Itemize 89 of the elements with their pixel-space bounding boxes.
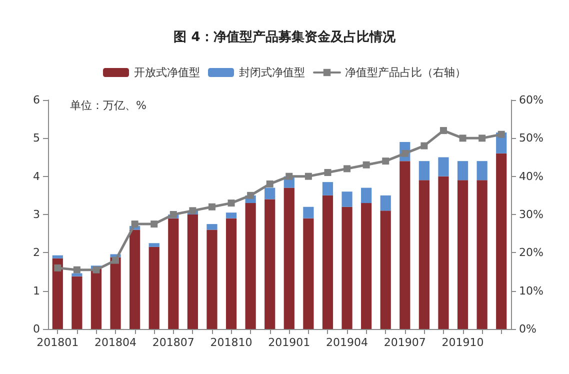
bar	[90, 268, 102, 329]
bar	[52, 255, 63, 258]
y2-tick-label: 60%	[519, 94, 544, 106]
bar	[245, 203, 256, 329]
point	[73, 266, 80, 274]
y2-tick-label: 30%	[519, 208, 544, 221]
bar	[303, 218, 314, 329]
point	[459, 134, 466, 142]
y2-tick-label: 40%	[519, 170, 544, 183]
x-tick-label: 201807	[152, 336, 194, 349]
point	[189, 207, 196, 214]
bar	[361, 188, 372, 204]
bar	[72, 273, 82, 276]
bar	[322, 182, 334, 196]
point	[382, 158, 390, 165]
bar	[476, 180, 488, 329]
y2-tick-label: 0%	[519, 322, 536, 336]
y-tick-label: 0	[33, 322, 40, 336]
point	[208, 203, 216, 210]
bar	[438, 157, 449, 176]
bar	[226, 212, 237, 218]
legend-label: 开放式净值型	[134, 66, 200, 79]
bar	[52, 258, 63, 329]
y2-tick-label: 50%	[519, 132, 544, 145]
y2-tick-label: 20%	[519, 246, 544, 260]
legend-label: 净值型产品占比（右轴）	[345, 66, 466, 79]
point	[440, 127, 447, 134]
y-tick-label: 4	[33, 170, 40, 183]
chart-title: 图 4：净值型产品募集资金及占比情况	[174, 29, 396, 45]
bar	[110, 257, 121, 329]
x-tick-label: 201910	[442, 336, 484, 349]
bar	[418, 161, 430, 180]
bar	[457, 180, 468, 329]
bar	[476, 161, 488, 180]
bar	[303, 206, 314, 218]
x-tick-label: 201904	[326, 336, 368, 349]
y-tick-label: 1	[33, 284, 40, 298]
bar	[206, 230, 218, 329]
bar	[457, 161, 468, 180]
x-tick-label: 201804	[94, 336, 137, 349]
point	[344, 165, 351, 172]
y-tick-label: 5	[33, 132, 40, 145]
bar	[361, 203, 372, 329]
bar	[438, 176, 449, 329]
bar	[380, 210, 391, 329]
point	[92, 266, 100, 274]
x-tick-label: 201801	[36, 336, 79, 349]
bar	[264, 188, 276, 200]
point	[324, 169, 332, 176]
x-tick-label: 201907	[384, 336, 426, 349]
bar	[322, 195, 334, 329]
point	[228, 200, 235, 207]
annotation: 单位：万亿、%	[70, 99, 146, 112]
legend-label: 封闭式净值型	[239, 66, 305, 79]
point	[266, 180, 274, 188]
point	[247, 192, 254, 199]
x-tick-label: 201901	[268, 336, 310, 349]
bar	[418, 180, 430, 329]
y2-tick-label: 10%	[519, 284, 544, 298]
point	[150, 220, 158, 228]
x-tick-label: 201810	[210, 336, 252, 349]
bar	[130, 230, 140, 329]
bar	[342, 192, 352, 207]
point	[420, 142, 428, 150]
y-tick-label: 2	[33, 246, 40, 260]
point	[304, 172, 312, 180]
bar	[284, 188, 294, 329]
bar	[400, 161, 410, 329]
bar	[148, 246, 160, 329]
point	[131, 220, 138, 228]
bar	[496, 153, 507, 329]
point	[54, 264, 62, 272]
point	[478, 134, 486, 142]
bar	[206, 224, 218, 230]
bar	[148, 243, 160, 247]
bar	[380, 195, 391, 211]
point	[286, 172, 293, 180]
y-tick-label: 6	[33, 94, 40, 106]
bar	[226, 218, 237, 329]
point	[170, 211, 177, 218]
bar	[342, 206, 352, 329]
point	[498, 130, 505, 138]
point	[112, 256, 120, 264]
bar	[187, 214, 198, 329]
point	[362, 161, 370, 168]
bar	[264, 199, 276, 329]
bar	[72, 276, 82, 329]
bar	[168, 218, 179, 329]
y-tick-label: 3	[33, 208, 40, 221]
